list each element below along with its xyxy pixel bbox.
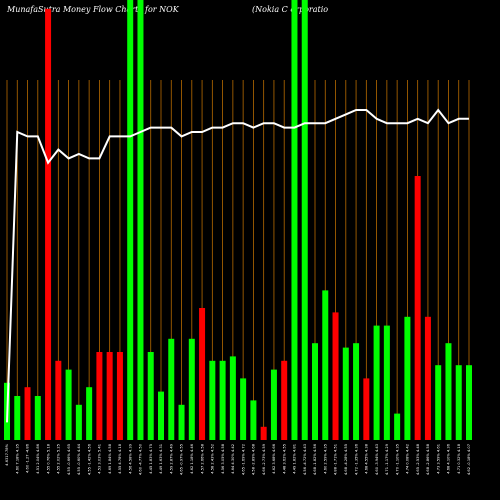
tick-label: 4.68 4.55% 4.38 [365, 443, 369, 473]
tick-label: 4.71 0.32% 4.18 [457, 443, 461, 473]
tick-label: 4.6317.78% [5, 443, 9, 465]
bar [394, 413, 401, 440]
tick-label: 4.64 4.30% 4.42 [231, 444, 235, 474]
tick-label: 4.62 3.68% 4.66 [272, 443, 276, 473]
tick-label: 4.49 1.82% 4.81 [293, 444, 297, 474]
chart-title-left: MunafaSutra Money Flow Charts for NOK [6, 5, 180, 14]
tick-label: 4.69 1.84% 4.58 [108, 443, 112, 473]
bar [332, 312, 339, 440]
tick-label: 4.55 -0.60% 4.44 [77, 443, 81, 475]
bar [363, 378, 370, 440]
tick-label: 4.57 2.66% 4.58 [200, 443, 204, 473]
bar [199, 308, 206, 440]
price-line-group [6, 108, 469, 423]
tick-label: 4.55 -1.42% 4.56 [87, 443, 91, 475]
bar [466, 365, 472, 440]
bar [209, 360, 216, 440]
tick-label: 4.55 2.02% 5.25 [57, 444, 61, 474]
tick-label: 4.73 3.59% 4.61 [436, 444, 440, 474]
bar [404, 316, 411, 440]
bar [424, 316, 431, 440]
bar [455, 365, 462, 440]
bar [435, 365, 442, 440]
bar [168, 338, 175, 440]
tick-label: 4.65 -2.53% 4.48 [416, 443, 420, 475]
chart-title-right: (Nokia C orporatio [252, 5, 328, 14]
price-line [6, 108, 469, 423]
tick-label: 4.49 1.63% 4.31 [159, 444, 163, 474]
bar [24, 387, 31, 440]
bar [445, 343, 452, 440]
tick-label: 4.56 4.58% 4.39 [128, 443, 132, 473]
bar [291, 0, 298, 440]
tick-label: 4.55 -0.66% 4.65 [67, 444, 71, 475]
money-flow-bars [4, 0, 472, 441]
bar [229, 356, 236, 440]
bar [65, 369, 72, 440]
bar [127, 0, 134, 440]
tick-label: 4.60 -4.77% 4.50 [139, 443, 143, 475]
bar [312, 343, 318, 440]
bar [373, 325, 380, 440]
bar [34, 396, 41, 440]
tick-label: 4.60 -1.27 -4.86 [26, 443, 30, 473]
tick-label: 4.72 -1.35% 4.36 [354, 443, 358, 475]
tick-label: 4.60 2.59% 4.35 [323, 444, 327, 474]
bar [106, 352, 113, 440]
tick-label: 4.60 7.18% 4.35 [15, 444, 19, 474]
tick-label: 4.88 -1.71% 4.51 [334, 444, 338, 475]
bar [137, 0, 144, 440]
tick-label: 4.55 0.76% 5.18 [46, 443, 50, 473]
tick-label: 4.62 1.18% 4.46 [190, 443, 194, 473]
tick-label: 4.58 -2.89% 4.68 [252, 443, 256, 475]
tick-label: 4.71 -1.17% 4.29 [385, 443, 389, 475]
tick-label: 4.60 -3.94% 4.43 [375, 444, 379, 475]
bar [147, 352, 154, 440]
bar [219, 360, 226, 440]
tick-label: 4.51 2.04% 4.86 [36, 443, 40, 473]
tick-label: 4.68 -1.82% 4.56 [313, 443, 317, 475]
bar [96, 352, 103, 440]
bar [158, 391, 164, 440]
tick-label: 4.56 3.05% 4.58 [221, 443, 225, 473]
tick-label: 4.70 -1.10% 4.35 [395, 444, 399, 475]
bar [45, 8, 52, 441]
tick-label: 4.65 -0.97% 4.55 [180, 444, 184, 475]
bar [14, 396, 21, 440]
bar [116, 352, 123, 440]
bar [414, 176, 421, 440]
tick-label: 4.59 2.87% 4.49 [169, 443, 173, 473]
tick-label: 4.65 -1.69% 4.72 [241, 444, 245, 475]
tick-label: 4.68 4.10% 4.36 [447, 443, 451, 473]
tick-label: 4.74 0.08% 4.42 [406, 444, 410, 474]
bar [270, 369, 277, 440]
bar [353, 343, 360, 440]
x-tick-labels: 4.6317.78% 4.60 7.18% 4.35 4.60 -1.27 -4.8… [5, 443, 471, 475]
tick-label: 4.56 -4.72% 4.43 [303, 444, 307, 475]
tick-label: 4.68 -4.28% 4.55 [344, 444, 348, 475]
bar [55, 360, 62, 440]
bar [342, 347, 349, 440]
bar [240, 378, 247, 440]
bar [86, 387, 93, 440]
bar [188, 338, 195, 440]
bar [260, 426, 267, 440]
tick-label: 4.62 -0.18% 4.07 [467, 444, 471, 475]
bar [250, 400, 257, 440]
tick-label: 4.55 4.78% 4.18 [118, 443, 122, 473]
bar [178, 404, 185, 440]
bar [281, 360, 288, 440]
tick-label: 4.66 -2.73% 4.59 [262, 443, 266, 475]
tick-label: 4.58 2.43% 4.52 [211, 444, 215, 474]
bar [383, 325, 390, 440]
bar [75, 404, 82, 440]
bar [301, 0, 308, 440]
tick-label: 4.45 1.83% 4.75 [149, 444, 153, 474]
bar [322, 290, 329, 440]
tick-label: 4.53 3.03% 5.41 [98, 444, 102, 474]
tick-label: 4.68 -2.86% 4.58 [426, 443, 430, 475]
tick-label: 4.48 3.62% 4.55 [282, 444, 286, 474]
